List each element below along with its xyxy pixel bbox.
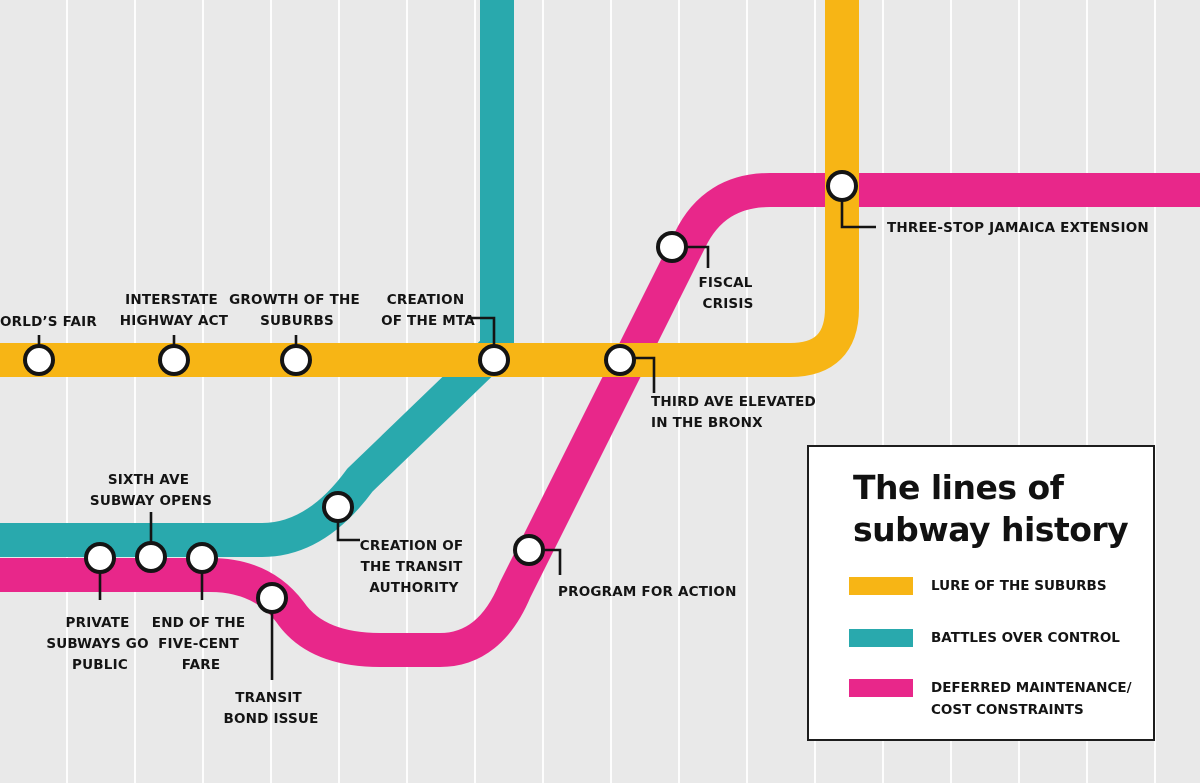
stop-third-ave (604, 344, 636, 376)
battles-over-control-line (0, 0, 514, 557)
legend-item-battles: BATTLES OVER CONTROL (849, 629, 1120, 649)
leader-lines (37, 186, 876, 680)
label-transit-authority: CREATION OF THE TRANSIT AUTHORITY (360, 538, 468, 596)
label-jamaica: THREE-STOP JAMAICA EXTENSION (887, 220, 1149, 236)
stop-worlds-fair (23, 344, 55, 376)
stop-transit-authority (322, 491, 354, 523)
stop-program (513, 534, 545, 566)
label-bond: TRANSIT BOND ISSUE (223, 690, 318, 727)
stop-five-cent (186, 542, 218, 574)
label-worlds-fair: ORLD’S FAIR (0, 314, 97, 330)
label-private: PRIVATE SUBWAYS GO PUBLIC (46, 615, 153, 673)
label-program: PROGRAM FOR ACTION (558, 584, 737, 600)
stop-jamaica (826, 170, 858, 202)
legend-swatch-battles (849, 629, 913, 647)
station-labels: ORLD’S FAIR INTERSTATE HIGHWAY ACT GROWT… (0, 220, 1149, 727)
label-suburbs: GROWTH OF THE SUBURBS (229, 292, 365, 329)
legend-item-deferred: DEFERRED MAINTENANCE/ COST CONSTRAINTS (849, 679, 1132, 721)
legend-item-lure: LURE OF THE SUBURBS (849, 577, 1107, 597)
legend-label-lure: LURE OF THE SUBURBS (931, 578, 1107, 594)
legend-label-deferred: DEFERRED MAINTENANCE/ COST CONSTRAINTS (931, 680, 1132, 718)
label-fiscal: FISCAL CRISIS (698, 275, 757, 312)
label-sixth-ave: SIXTH AVE SUBWAY OPENS (90, 472, 212, 509)
legend: The lines of subway history LURE OF THE … (807, 445, 1155, 741)
stop-fiscal (656, 231, 688, 263)
legend-swatch-deferred (849, 679, 913, 697)
legend-label-battles: BATTLES OVER CONTROL (931, 630, 1120, 646)
legend-title: The lines of subway history (853, 468, 1129, 549)
stop-sixth-ave (135, 541, 167, 573)
lure-of-the-suburbs-line (0, 0, 859, 377)
stop-private (84, 542, 116, 574)
legend-swatch-lure (849, 577, 913, 595)
stop-suburbs (280, 344, 312, 376)
stop-mta (478, 344, 510, 376)
stops (23, 170, 858, 614)
label-five-cent: END OF THE FIVE-CENT FARE (152, 615, 250, 673)
stop-interstate (158, 344, 190, 376)
label-mta: CREATION OF THE MTA (381, 292, 475, 329)
label-third-ave: THIRD AVE ELEVATED IN THE BRONX (651, 394, 821, 431)
stop-bond (256, 582, 288, 614)
label-interstate: INTERSTATE HIGHWAY ACT (120, 292, 229, 329)
